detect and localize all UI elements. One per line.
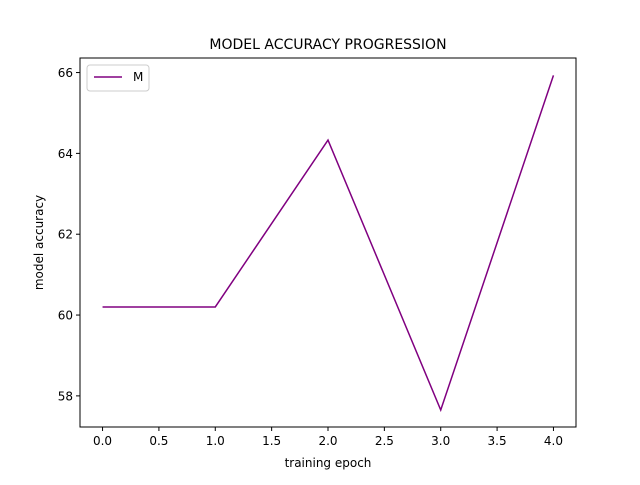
y-tick-label: 62 [58, 228, 73, 242]
legend: M [86, 64, 150, 92]
y-tick-label: 58 [58, 389, 73, 403]
x-axis-label: training epoch [285, 456, 372, 470]
series-line-m [102, 75, 555, 413]
y-tick-label: 66 [58, 66, 73, 80]
legend-box [86, 64, 150, 92]
x-tick-label: 2.0 [318, 434, 337, 448]
x-tick-label: 1.0 [206, 434, 225, 448]
x-tick-label: 3.5 [488, 434, 507, 448]
legend-label-m: M [133, 70, 143, 84]
x-tick-label: 3.0 [431, 434, 450, 448]
y-axis-label: model accuracy [32, 195, 46, 290]
x-tick-label: 4.0 [544, 434, 563, 448]
x-tick-label: 0.5 [149, 434, 168, 448]
x-tick-label: 0.0 [93, 434, 112, 448]
chart-title: MODEL ACCURACY PROGRESSION [209, 37, 446, 53]
y-tick-label: 60 [58, 309, 73, 323]
y-tick-label: 64 [58, 147, 73, 161]
x-tick-label: 1.5 [262, 434, 281, 448]
series-layer [102, 75, 555, 413]
x-tick-label: 2.5 [375, 434, 394, 448]
plot-frame [79, 57, 577, 428]
axes: 0.0 0.5 1.0 1.5 2.0 2.5 3.0 3.5 4.0 58 60 62 64 66 [58, 66, 563, 448]
